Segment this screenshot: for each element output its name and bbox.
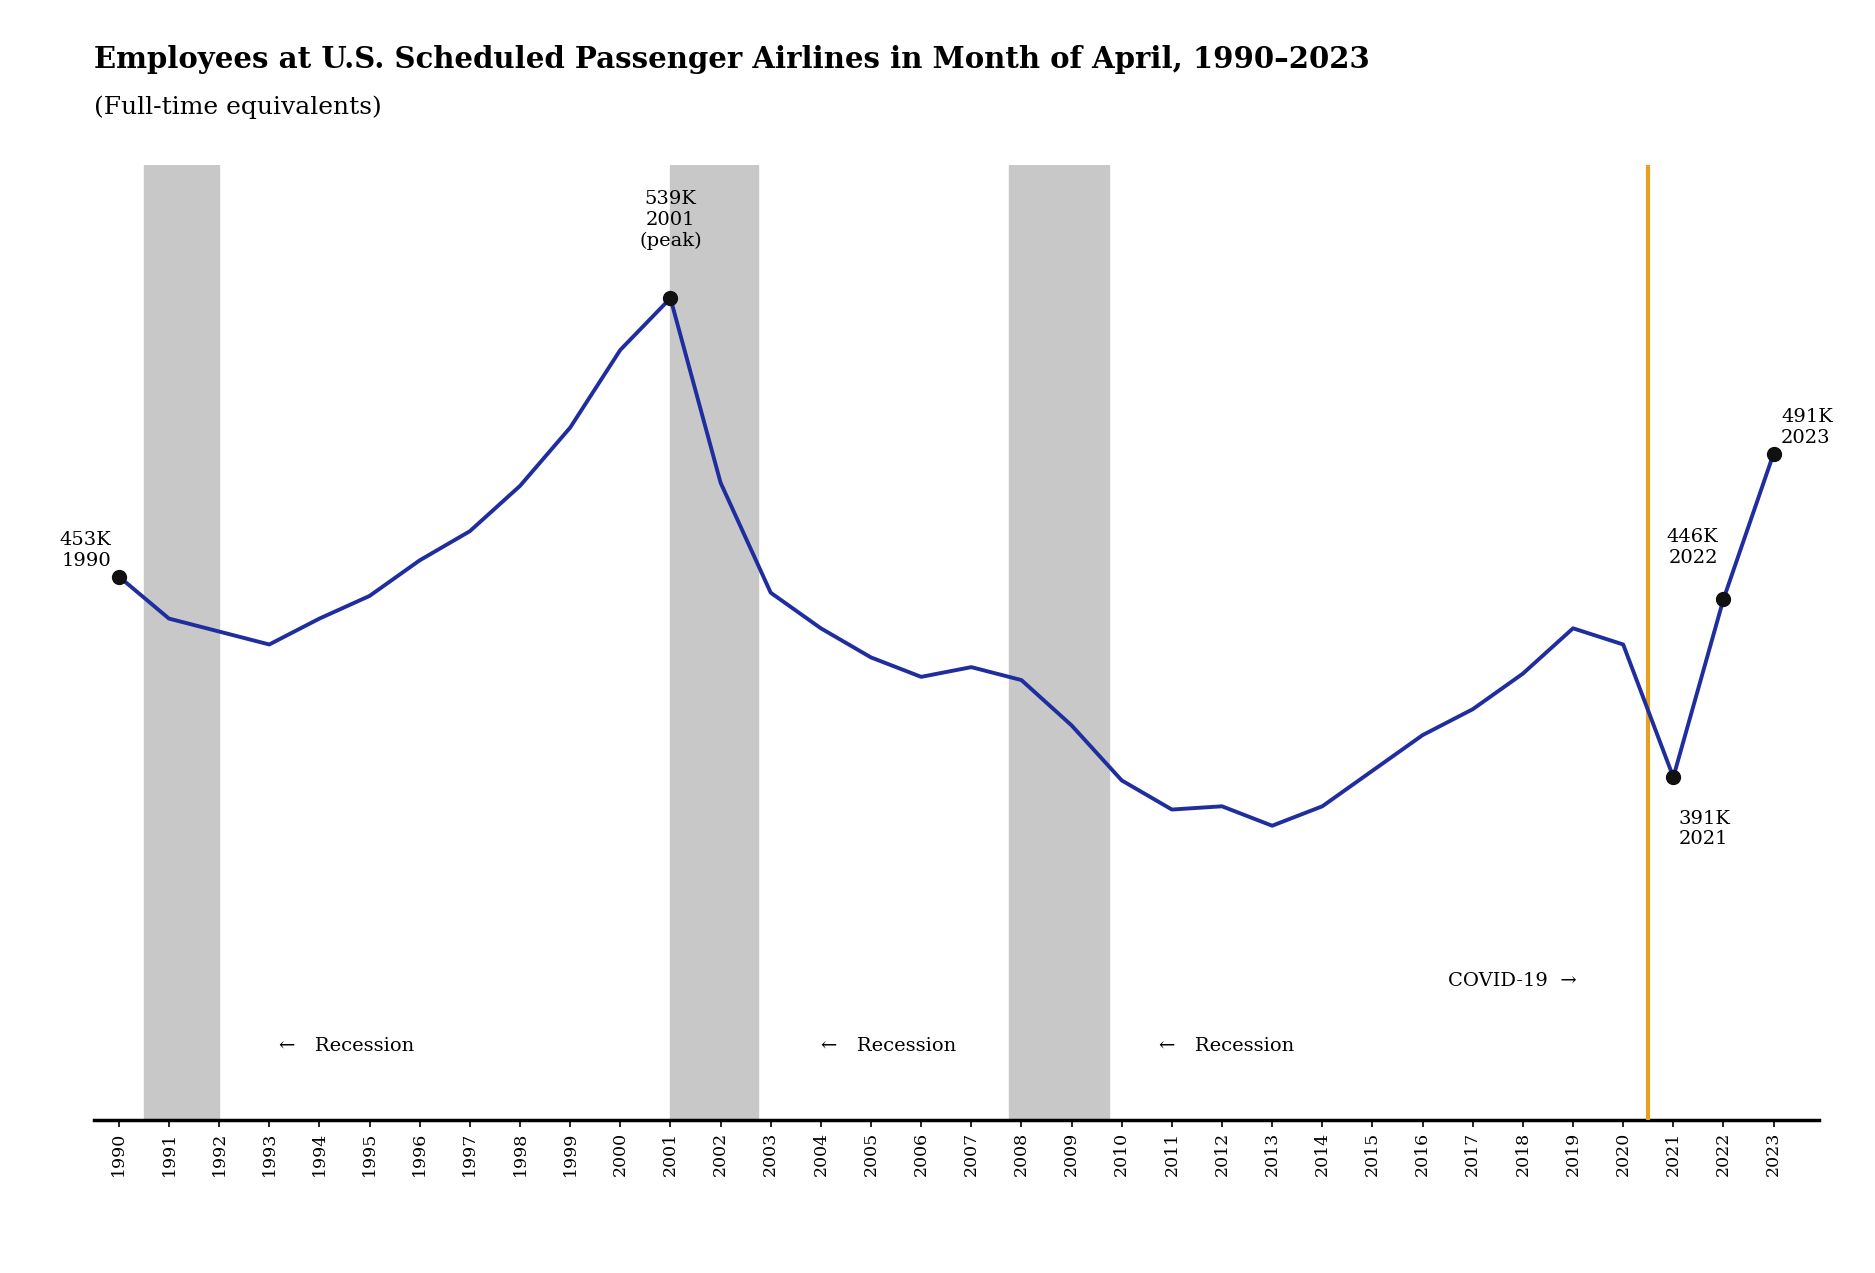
Point [1658, 768, 1688, 788]
Text: ← Recession: ← Recession [1159, 1036, 1294, 1055]
Text: ← Recession: ← Recession [279, 1036, 414, 1055]
Text: 539K
2001
(peak): 539K 2001 (peak) [639, 190, 701, 250]
Text: 391K
2021: 391K 2021 [1678, 810, 1731, 848]
Text: 446K
2022: 446K 2022 [1667, 528, 1719, 566]
Point [103, 566, 133, 587]
Text: Employees at U.S. Scheduled Passenger Airlines in Month of April, 1990–2023: Employees at U.S. Scheduled Passenger Ai… [94, 45, 1369, 74]
Text: 453K
1990: 453K 1990 [60, 531, 111, 570]
Text: ← Recession: ← Recession [821, 1036, 956, 1055]
Text: 491K
2023: 491K 2023 [1781, 409, 1834, 447]
Point [656, 288, 686, 308]
Bar [1009, 165, 1110, 1120]
Point [1759, 443, 1789, 463]
Bar [144, 165, 219, 1120]
Text: COVID-19  →: COVID-19 → [1448, 973, 1577, 990]
Bar [671, 165, 758, 1120]
Point [1708, 589, 1738, 610]
Text: (Full-time equivalents): (Full-time equivalents) [94, 95, 381, 118]
